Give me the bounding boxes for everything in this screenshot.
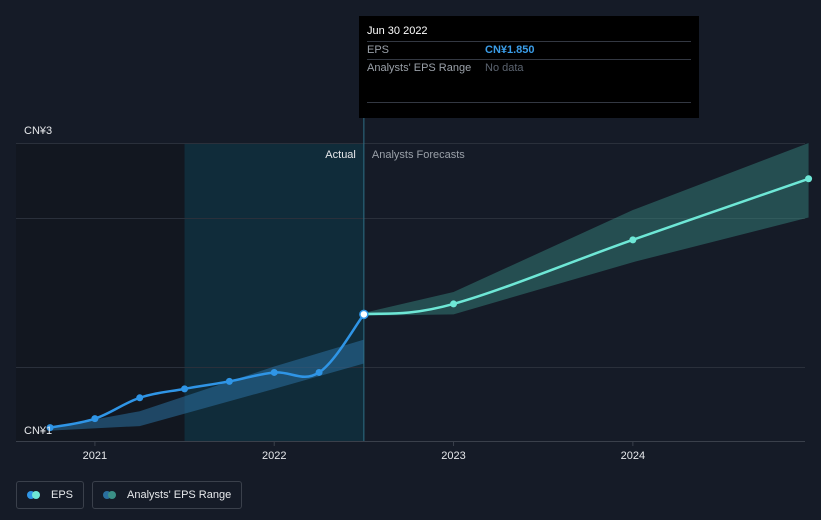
eps-actual-point[interactable] [315, 368, 323, 376]
range-legend-icon [103, 491, 119, 499]
eps-actual-point[interactable] [270, 368, 278, 376]
eps-actual-point[interactable] [359, 309, 369, 320]
x-tick-label: 2024 [621, 450, 645, 462]
tooltip-row-eps: EPS CN¥1.850 [367, 41, 691, 59]
tooltip-row-range: Analysts' EPS Range No data [367, 59, 691, 103]
y-tick-label: CN¥1 [24, 425, 52, 437]
eps-legend-icon [27, 491, 43, 499]
eps-forecast-point[interactable] [450, 300, 458, 308]
eps-actual-point[interactable] [136, 394, 144, 402]
legend-range-label: Analysts' EPS Range [127, 489, 232, 501]
x-tick-label: 2021 [83, 450, 107, 462]
eps-actual-point[interactable] [91, 415, 99, 423]
eps-actual-point[interactable] [46, 424, 54, 432]
legend-item-range[interactable]: Analysts' EPS Range [92, 481, 243, 509]
y-tick-label: CN¥3 [24, 125, 52, 137]
tooltip-date: Jun 30 2022 [367, 25, 428, 37]
x-tick-label: 2022 [262, 450, 286, 462]
legend-item-eps[interactable]: EPS [16, 481, 85, 509]
past-period-shade [16, 143, 185, 441]
eps-actual-point[interactable] [225, 377, 233, 385]
eps-forecast-point[interactable] [629, 236, 637, 244]
eps-range-forecast-band [363, 143, 809, 316]
forecast-section-label: Analysts Forecasts [372, 149, 465, 161]
eps-forecast-point[interactable] [805, 175, 813, 183]
x-tick-label: 2023 [441, 450, 465, 462]
eps-forecast-line [363, 177, 809, 316]
tooltip-eps-label: EPS [367, 44, 390, 56]
actual-section-label: Actual [325, 149, 356, 161]
chart-legend: EPS Analysts' EPS Range [16, 481, 243, 509]
tooltip-eps-value: CN¥1.850 [485, 44, 535, 56]
tooltip-range-value: No data [485, 62, 524, 74]
eps-actual-point[interactable] [181, 385, 189, 393]
legend-eps-label: EPS [51, 489, 74, 501]
hover-tooltip: Jun 30 2022 EPS CN¥1.850 Analysts' EPS R… [359, 16, 699, 118]
tooltip-range-label: Analysts' EPS Range [367, 62, 472, 74]
